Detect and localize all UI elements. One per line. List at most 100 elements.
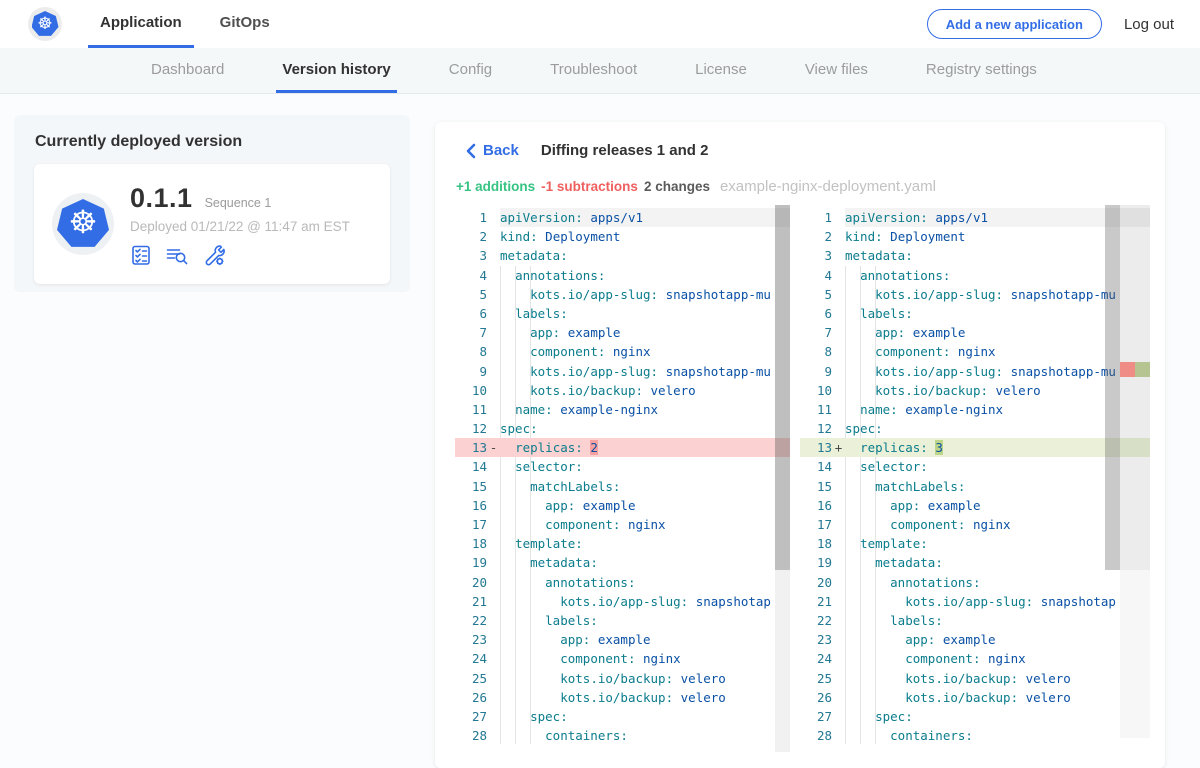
diff-marker	[832, 630, 845, 649]
ruler-added-marker	[1135, 362, 1150, 377]
logout-button[interactable]: Log out	[1123, 15, 1174, 33]
line-number: 9	[824, 363, 832, 379]
line-number: 8	[824, 344, 832, 360]
yaml-text: kots.io/backup: velero	[560, 670, 726, 686]
config-wrench-icon[interactable]	[202, 244, 226, 266]
yaml-text: containers:	[890, 728, 973, 744]
yaml-text: metadata:	[530, 555, 598, 571]
diff-marker	[832, 669, 845, 688]
subnav-view-files[interactable]: View files	[804, 60, 868, 78]
yaml-text: kots.io/backup: velero	[560, 689, 726, 705]
line-number: 28	[471, 728, 487, 744]
indent-guide	[515, 266, 516, 744]
diff-marker	[832, 592, 845, 611]
line-number: 12	[816, 421, 832, 437]
diff-marker	[832, 477, 845, 496]
code-line: 7 app: example	[455, 323, 790, 342]
diff-marker	[832, 285, 845, 304]
scrollbar-track[interactable]	[775, 205, 790, 752]
yaml-text: annotations:	[515, 267, 606, 283]
code-line: 27 spec:	[800, 707, 1150, 726]
line-number: 23	[471, 632, 487, 648]
indent-guide	[500, 266, 501, 744]
add-application-button[interactable]: Add a new application	[926, 9, 1102, 39]
code-line: 25 kots.io/backup: velero	[455, 669, 790, 688]
tab-gitops[interactable]: GitOps	[208, 0, 282, 48]
diff-pane-original[interactable]: 1 apiVersion: apps/v1 2 kind: Deployment 3…	[455, 205, 790, 752]
code-line: 2 kind: Deployment	[455, 227, 790, 246]
yaml-text: component: nginx	[875, 344, 996, 360]
diff-marker	[487, 534, 500, 553]
app-subnav: Dashboard Version history Config Trouble…	[0, 48, 1200, 94]
diff-marker	[832, 707, 845, 726]
diff-marker	[832, 534, 845, 553]
yaml-text: labels:	[860, 305, 913, 321]
logs-search-icon[interactable]	[165, 244, 189, 266]
code-line: 9 kots.io/app-slug: snapshotapp-mu	[800, 362, 1150, 381]
line-number: 11	[816, 401, 832, 417]
yaml-text: labels:	[890, 612, 943, 628]
subnav-license[interactable]: License	[695, 60, 747, 78]
yaml-text: metadata:	[845, 248, 913, 264]
code-line: 20 annotations:	[455, 573, 790, 592]
line-number: 25	[471, 670, 487, 686]
line-number: 17	[471, 517, 487, 532]
code-line: 17 component: nginx	[455, 515, 790, 534]
yaml-text: kots.io/app-slug: snapshotap	[560, 593, 771, 609]
subnav-dashboard[interactable]: Dashboard	[151, 60, 225, 78]
line-number: 6	[479, 305, 487, 321]
subnav-registry-settings[interactable]: Registry settings	[925, 60, 1037, 78]
code-line: 22 labels:	[800, 611, 1150, 630]
line-number: 3	[479, 248, 487, 264]
indent-guide	[845, 266, 846, 744]
checklist-icon[interactable]	[130, 244, 152, 266]
line-number: 4	[824, 267, 832, 283]
subnav-troubleshoot[interactable]: Troubleshoot	[550, 60, 638, 78]
back-button[interactable]: Back	[465, 142, 519, 159]
diff-marker	[487, 362, 500, 381]
yaml-text: metadata:	[500, 248, 568, 264]
yaml-text: kots.io/backup: velero	[905, 670, 1071, 686]
code-line: 25 kots.io/backup: velero	[800, 669, 1150, 688]
indent-guide	[875, 266, 876, 744]
code-line: 27 spec:	[455, 707, 790, 726]
line-number: 7	[479, 325, 487, 341]
code-line: 26 kots.io/backup: velero	[800, 688, 1150, 707]
code-line: 18 template:	[800, 534, 1150, 553]
app-icon: ☸	[52, 193, 114, 255]
tab-application[interactable]: Application	[88, 0, 194, 48]
scrollbar-thumb[interactable]	[1105, 205, 1120, 570]
subnav-config[interactable]: Config	[448, 60, 493, 78]
code-line: 21 kots.io/app-slug: snapshotap	[455, 592, 790, 611]
diff-marker	[487, 573, 500, 592]
app-logo: ☸	[28, 0, 62, 48]
diff-marker	[832, 611, 845, 630]
line-number: 4	[479, 267, 487, 283]
yaml-text: template:	[860, 536, 928, 552]
diff-marker	[832, 573, 845, 592]
code-line: 14 selector:	[800, 457, 1150, 476]
scrollbar-thumb[interactable]	[775, 205, 790, 570]
line-number: 2	[479, 229, 487, 245]
yaml-text: component: nginx	[545, 517, 666, 532]
diff-marker	[832, 381, 845, 400]
diff-marker	[487, 208, 500, 227]
diff-marker	[487, 266, 500, 285]
version-number: 0.1.1	[130, 182, 193, 213]
code-line: 24 component: nginx	[800, 649, 1150, 668]
code-line: 15 matchLabels:	[800, 477, 1150, 496]
diff-marker	[832, 323, 845, 342]
code-line: 11 name: example-nginx	[800, 400, 1150, 419]
subnav-version-history[interactable]: Version history	[276, 48, 397, 93]
line-number: 12	[471, 421, 487, 437]
code-line: 12 spec:	[455, 419, 790, 438]
yaml-text: selector:	[860, 459, 928, 475]
diff-pane-modified[interactable]: 1 apiVersion: apps/v1 2 kind: Deployment 3…	[800, 205, 1150, 752]
yaml-text: kots.io/backup: velero	[875, 382, 1041, 398]
line-number: 27	[816, 708, 832, 724]
diff-marker	[832, 515, 845, 534]
line-number: 20	[816, 574, 832, 590]
ruler-removed-marker	[1120, 362, 1135, 377]
code-rows: 1 apiVersion: apps/v1 2 kind: Deployment 3…	[455, 205, 790, 745]
diff-filename: example-nginx-deployment.yaml	[719, 178, 936, 195]
